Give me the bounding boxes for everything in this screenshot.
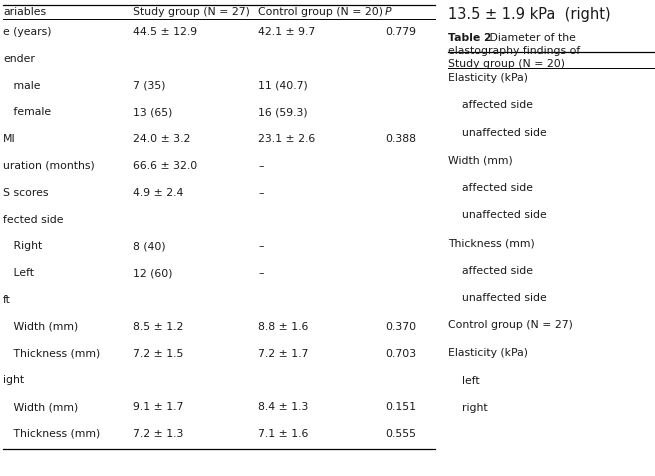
Text: Width (mm): Width (mm) <box>3 322 78 332</box>
Text: 7.1 ± 1.6: 7.1 ± 1.6 <box>258 429 309 439</box>
Text: 0.779: 0.779 <box>385 27 416 37</box>
Text: Table 2: Table 2 <box>448 33 492 43</box>
Text: 8.5 ± 1.2: 8.5 ± 1.2 <box>133 322 183 332</box>
Text: Width (mm): Width (mm) <box>448 156 513 166</box>
Text: Thickness (mm): Thickness (mm) <box>3 429 100 439</box>
Text: 0.151: 0.151 <box>385 402 416 412</box>
Text: uration (months): uration (months) <box>3 161 95 171</box>
Text: 0.370: 0.370 <box>385 322 416 332</box>
Text: –: – <box>258 161 263 171</box>
Text: Right: Right <box>3 241 43 251</box>
Text: 11 (40.7): 11 (40.7) <box>258 80 308 90</box>
Text: unaffected side: unaffected side <box>448 210 547 220</box>
Text: 23.1 ± 2.6: 23.1 ± 2.6 <box>258 134 315 144</box>
Text: 66.6 ± 32.0: 66.6 ± 32.0 <box>133 161 197 171</box>
Text: ft: ft <box>3 295 11 305</box>
Text: Thickness (mm): Thickness (mm) <box>3 348 100 358</box>
Text: right: right <box>448 403 487 413</box>
Text: Control group (N = 27): Control group (N = 27) <box>448 320 573 330</box>
Text: 0.388: 0.388 <box>385 134 416 144</box>
Text: left: left <box>448 376 479 386</box>
Text: unaffected side: unaffected side <box>448 293 547 303</box>
Text: 9.1 ± 1.7: 9.1 ± 1.7 <box>133 402 183 412</box>
Text: e (years): e (years) <box>3 27 52 37</box>
Text: unaffected side: unaffected side <box>448 128 547 138</box>
Text: 42.1 ± 9.7: 42.1 ± 9.7 <box>258 27 315 37</box>
Text: 13.5 ± 1.9 kPa  (right): 13.5 ± 1.9 kPa (right) <box>448 7 610 22</box>
Text: Study group (N = 27): Study group (N = 27) <box>133 7 250 17</box>
Text: –: – <box>258 268 263 278</box>
Text: 8.8 ± 1.6: 8.8 ± 1.6 <box>258 322 309 332</box>
Text: affected side: affected side <box>448 266 533 276</box>
Text: male: male <box>3 80 41 90</box>
Text: 44.5 ± 12.9: 44.5 ± 12.9 <box>133 27 197 37</box>
Text: 4.9 ± 2.4: 4.9 ± 2.4 <box>133 188 183 198</box>
Text: Width (mm): Width (mm) <box>3 402 78 412</box>
Text: 7.2 ± 1.5: 7.2 ± 1.5 <box>133 348 183 358</box>
Text: 24.0 ± 3.2: 24.0 ± 3.2 <box>133 134 191 144</box>
Text: 12 (60): 12 (60) <box>133 268 172 278</box>
Text: 0.555: 0.555 <box>385 429 416 439</box>
Text: 7.2 ± 1.7: 7.2 ± 1.7 <box>258 348 309 358</box>
Text: 8.4 ± 1.3: 8.4 ± 1.3 <box>258 402 309 412</box>
Text: 16 (59.3): 16 (59.3) <box>258 108 308 118</box>
Text: Elasticity (kPa): Elasticity (kPa) <box>448 348 528 358</box>
Text: MI: MI <box>3 134 16 144</box>
Text: 13 (65): 13 (65) <box>133 108 172 118</box>
Text: Elasticity (kPa): Elasticity (kPa) <box>448 73 528 83</box>
Text: affected side: affected side <box>448 183 533 193</box>
Text: –: – <box>258 241 263 251</box>
Text: Left: Left <box>3 268 34 278</box>
Text: female: female <box>3 108 51 118</box>
Text: P: P <box>385 7 392 17</box>
Text: 7.2 ± 1.3: 7.2 ± 1.3 <box>133 429 183 439</box>
Text: ender: ender <box>3 54 35 64</box>
Text: elastography findings of: elastography findings of <box>448 46 580 56</box>
Text: Study group (N = 20): Study group (N = 20) <box>448 59 565 69</box>
Text: 7 (35): 7 (35) <box>133 80 166 90</box>
Text: fected side: fected side <box>3 215 64 225</box>
Text: Thickness (mm): Thickness (mm) <box>448 238 534 248</box>
Text: Diameter of the: Diameter of the <box>486 33 576 43</box>
Text: 8 (40): 8 (40) <box>133 241 166 251</box>
Text: affected side: affected side <box>448 100 533 110</box>
Text: S scores: S scores <box>3 188 48 198</box>
Text: 0.703: 0.703 <box>385 348 416 358</box>
Text: ariables: ariables <box>3 7 46 17</box>
Text: Control group (N = 20): Control group (N = 20) <box>258 7 383 17</box>
Text: ight: ight <box>3 376 24 386</box>
Text: –: – <box>258 188 263 198</box>
